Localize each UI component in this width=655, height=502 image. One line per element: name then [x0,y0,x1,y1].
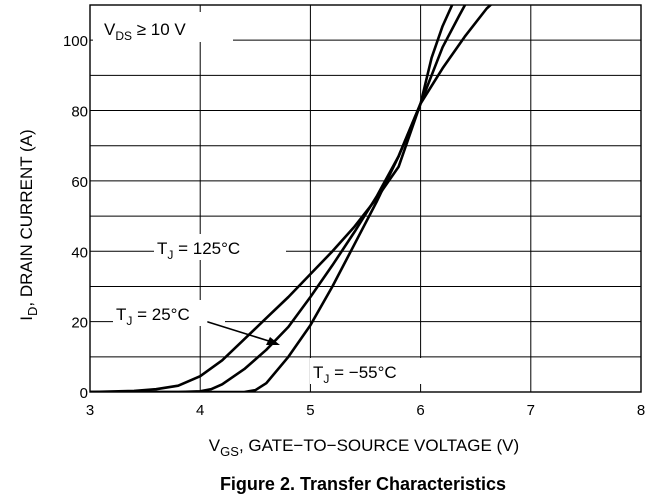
series-label-bg [113,300,225,326]
plot-frame [89,4,642,393]
annotations: VDS ≥ 10 V TJ = 125°C TJ = 25°C TJ = −55°C [93,12,440,386]
plot-border [89,4,642,393]
figure-caption: Figure 2. Transfer Characteristics [220,474,506,494]
condition-label: VDS ≥ 10 V [104,20,186,43]
series-label-bg [310,358,440,384]
x-tick-label: 6 [416,402,424,419]
x-tick-labels: 3 4 5 6 7 8 [86,402,645,419]
x-tick-label: 8 [637,402,645,419]
leader-line [207,321,273,343]
x-tick-label: 7 [527,402,535,419]
x-axis-label: VGS, GATE−TO−SOURCE VOLTAGE (V) [209,436,519,459]
leader-arrowhead [266,337,280,345]
curve-minus55c [90,5,454,392]
x-tick-label: 5 [306,402,314,419]
curves [90,5,493,392]
series-label: TJ = −55°C [313,363,397,386]
y-tick-labels: 0 20 40 60 80 100 [63,33,88,402]
y-tick-label: 80 [71,104,88,121]
series-label-bg [154,234,286,260]
y-tick-label: 100 [63,33,88,50]
series-label: TJ = 125°C [157,239,240,262]
series-label: TJ = 25°C [116,305,190,328]
x-tick-label: 4 [196,402,204,419]
y-tick-label: 20 [71,315,88,332]
condition-label-bg [93,12,233,42]
curve-125c [90,5,493,392]
y-tick-label: 60 [71,174,88,191]
y-tick-label: 40 [71,244,88,261]
y-axis-label: ID, DRAIN CURRENT (A) [17,129,40,320]
curve-25c [90,5,467,392]
x-tick-label: 3 [86,402,94,419]
y-tick-label: 0 [80,385,88,402]
grid [89,4,642,393]
